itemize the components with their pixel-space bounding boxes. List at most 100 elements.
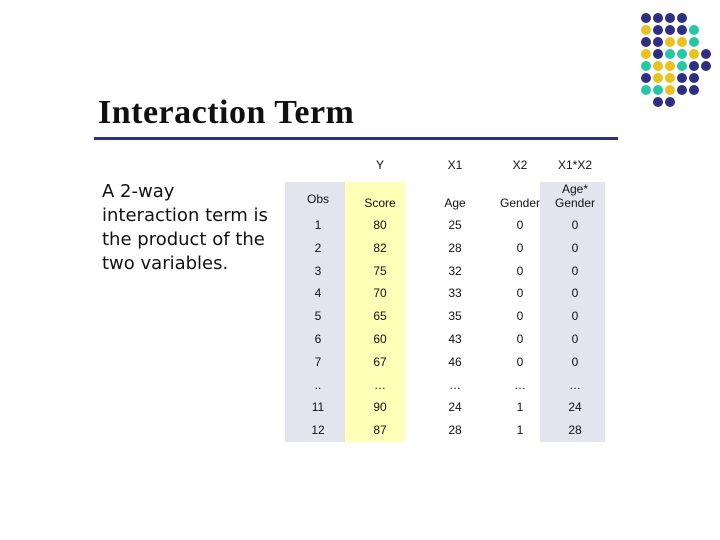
decor-dot	[701, 61, 711, 71]
decor-dot	[653, 85, 663, 95]
decor-dot	[641, 61, 651, 71]
table-cell-obs: 4	[314, 286, 322, 301]
decor-dot	[665, 13, 675, 23]
table-cell-gender: 0	[516, 286, 524, 301]
decor-dot	[677, 49, 687, 59]
decor-dot	[677, 73, 687, 83]
var-header-gender: X2	[512, 158, 528, 172]
var-header-score: Y	[375, 158, 384, 172]
table-cell-gender: 0	[516, 354, 524, 369]
table-cell-age-gender: 0	[571, 354, 579, 369]
decor-dot	[665, 97, 675, 107]
decor-dot	[677, 25, 687, 35]
interaction-column-highlight	[540, 182, 605, 442]
decor-dot	[689, 73, 699, 83]
table-cell-age: 35	[448, 309, 462, 324]
slide-title: Interaction Term	[98, 94, 355, 131]
table-cell-obs: 2	[314, 240, 322, 255]
decor-dot	[677, 85, 687, 95]
table-cell-score: 90	[373, 400, 387, 415]
decor-dot	[641, 13, 651, 23]
table-cell-score: 80	[373, 218, 387, 232]
table-cell-age: 28	[448, 423, 462, 438]
decor-dot	[653, 13, 663, 23]
decor-dot	[689, 25, 699, 35]
decor-dot	[653, 49, 663, 59]
table-cell-obs: 11	[311, 400, 325, 415]
table-cell-age-gender: 28	[568, 423, 582, 438]
table-cell-gender: 1	[516, 423, 524, 438]
table-cell-age-gender: 0	[571, 332, 579, 346]
table-cell-score: 60	[373, 332, 387, 346]
table-cell-age-gender: 24	[568, 400, 582, 415]
table-cell-obs: 5	[314, 309, 322, 324]
table-cell-obs: 12	[311, 423, 325, 438]
table-cell-age-gender: 0	[571, 286, 579, 301]
table-cell-age-gender: 0	[571, 263, 579, 278]
column-header-age-gender: Age* Gender	[554, 182, 596, 210]
table-cell-gender: 0	[516, 240, 524, 255]
decor-dot	[689, 85, 699, 95]
table-cell-score: 87	[373, 423, 387, 438]
column-header-score: Score	[364, 196, 396, 210]
table-cell-obs: ..	[314, 377, 322, 392]
decor-dot	[689, 49, 699, 59]
decor-dot	[665, 25, 675, 35]
decor-dot	[653, 73, 663, 83]
table-cell-obs: 6	[314, 332, 322, 346]
table-cell-score: 75	[373, 263, 387, 278]
data-table: Y X1 X2 X1*X2 Obs Score Age Gender Age* Gender 1 8…	[285, 152, 605, 442]
table-cell-age-gender: 0	[571, 309, 579, 324]
title-underline	[94, 137, 618, 140]
table-cell-age-gender: 0	[571, 218, 579, 232]
decor-dot	[689, 37, 699, 47]
decor-dot	[653, 25, 663, 35]
table-cell-obs: 3	[314, 263, 322, 278]
decor-dot	[665, 37, 675, 47]
score-column-highlight	[345, 182, 405, 442]
column-header-obs: Obs	[306, 192, 329, 206]
var-header-age-gender: X1*X2	[557, 158, 593, 172]
table-cell-gender: 0	[516, 332, 524, 346]
table-cell-score: …	[374, 377, 386, 392]
table-cell-age: 46	[448, 354, 462, 369]
table-cell-age-gender: 0	[571, 240, 579, 255]
table-cell-gender: 1	[516, 400, 524, 415]
decor-dot	[641, 25, 651, 35]
table-cell-age: 43	[448, 332, 462, 346]
column-header-age: Age	[444, 196, 466, 210]
table-cell-age: …	[449, 377, 461, 392]
decor-dot	[653, 61, 663, 71]
table-cell-gender: 0	[516, 218, 524, 232]
table-cell-obs: 1	[314, 218, 322, 232]
table-cell-age: 33	[448, 286, 462, 301]
table-cell-age: 24	[448, 400, 462, 415]
table-cell-age: 32	[448, 263, 462, 278]
decor-dot	[677, 13, 687, 23]
decor-dot	[641, 49, 651, 59]
table-cell-score: 65	[373, 309, 387, 324]
table-cell-score: 67	[373, 354, 387, 369]
decor-dot	[665, 49, 675, 59]
decor-dot	[665, 73, 675, 83]
decor-dot	[653, 97, 663, 107]
table-cell-score: 82	[373, 240, 387, 255]
decor-dot	[665, 61, 675, 71]
table-cell-age: 28	[448, 240, 462, 255]
body-text: A 2-way interaction term is the product …	[102, 181, 268, 274]
decor-dot	[653, 37, 663, 47]
decor-dot	[641, 73, 651, 83]
table-cell-obs: 7	[314, 354, 322, 369]
var-header-age: X1	[447, 158, 463, 172]
decor-dot	[641, 85, 651, 95]
decor-dot	[689, 61, 699, 71]
decor-dot	[701, 49, 711, 59]
decor-dot	[677, 37, 687, 47]
decor-dot	[641, 37, 651, 47]
table-cell-age-gender: …	[569, 377, 581, 392]
table-cell-age: 25	[448, 218, 462, 232]
table-cell-score: 70	[373, 286, 387, 301]
decor-dot	[665, 85, 675, 95]
column-header-gender: Gender	[499, 196, 541, 210]
table-cell-gender: 0	[516, 309, 524, 324]
